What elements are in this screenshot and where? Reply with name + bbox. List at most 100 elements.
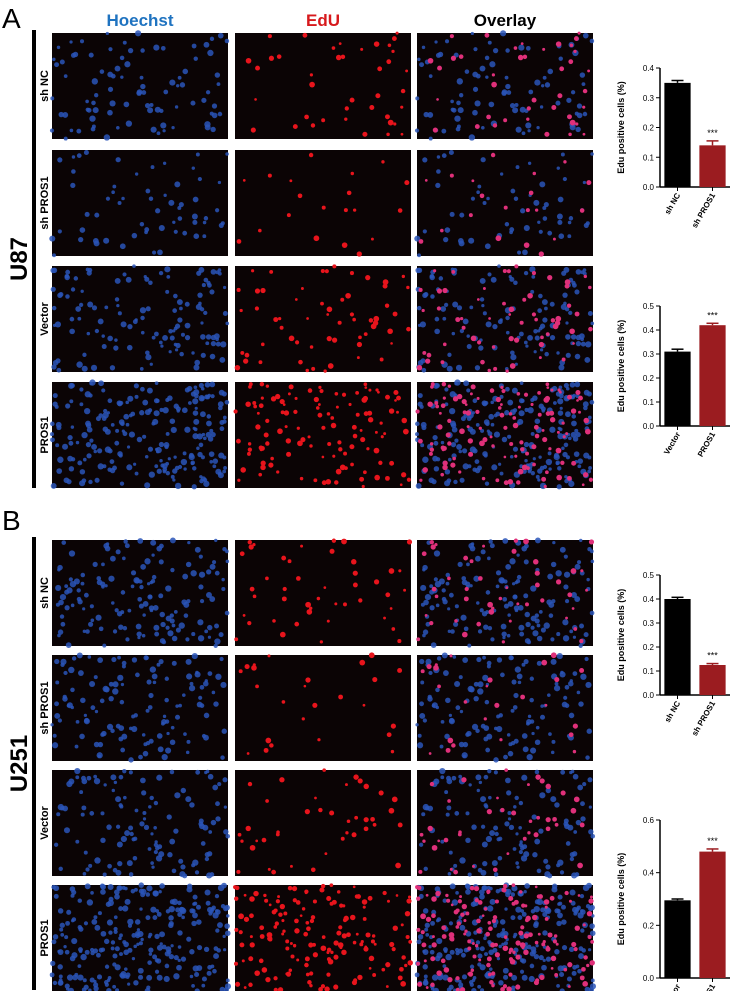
cell [559,971,565,978]
y-tick-label: 0.5 [643,302,655,311]
cell [561,357,566,362]
cell [107,863,112,869]
cell [158,441,165,448]
cell [508,742,513,747]
cell [532,171,537,176]
cell [168,920,174,927]
cell [441,588,446,593]
cell [59,59,65,65]
cell [501,640,505,644]
cell [165,471,170,476]
cell [416,927,421,932]
cell [90,891,94,895]
cell [465,884,471,890]
cell [534,618,540,624]
cell [105,31,109,36]
cell [500,30,507,37]
cell [534,418,541,424]
cell [392,925,398,931]
cell [449,949,455,955]
x-tick-label: Vector [662,983,682,991]
cell [541,428,545,432]
cell [134,887,138,892]
cell [278,317,282,321]
cell [82,607,86,611]
cell [562,635,570,642]
cell [468,686,475,693]
cell [197,451,203,458]
row-label: PROS1 [39,919,51,956]
cell [541,659,548,666]
cell [107,883,114,890]
cell [563,571,571,578]
cell [578,701,584,707]
cell [364,386,368,389]
cell [151,574,157,580]
cell [337,320,342,325]
cell [108,896,114,902]
cell [268,55,275,61]
cell [57,949,64,955]
cell [573,947,578,952]
cell [468,783,472,787]
cell [449,391,456,398]
cell [341,949,347,956]
cell [223,805,227,809]
cell [77,964,82,969]
cell [119,55,125,61]
cell [585,755,590,760]
cell [390,342,393,345]
cell [523,441,530,448]
cell [463,555,469,561]
cell [272,619,276,623]
cell [96,974,103,980]
cell [59,593,67,601]
cell [197,176,202,182]
cell [541,476,547,482]
cell [558,56,563,61]
cell [582,88,588,94]
cell [505,369,509,373]
cell [521,974,528,981]
cell [195,152,200,157]
cell [569,889,576,896]
cell [115,428,120,433]
cell [563,160,567,164]
cell [203,680,209,687]
cell [169,739,176,746]
cells [415,264,595,373]
cell [77,599,83,605]
cell [576,112,583,119]
cell [68,382,75,389]
cell [186,936,192,942]
cell [463,919,467,923]
cell [86,426,93,433]
cell [579,822,585,828]
cell [171,635,178,642]
cell [192,859,199,866]
cell [556,632,561,637]
cell [436,457,441,462]
cell [544,82,551,88]
cell [559,406,563,410]
cells [49,30,230,141]
cell [489,980,494,985]
cell [54,701,59,707]
cell [309,971,314,976]
cell [496,657,503,663]
cell [150,832,154,836]
cell [326,313,330,316]
cell [573,830,578,834]
cell [173,293,178,299]
micrograph [235,266,411,372]
cell [448,592,454,598]
cell [155,398,160,403]
cell [582,782,587,787]
cell [433,466,440,472]
cell [110,728,115,734]
cell [255,684,259,689]
cell [563,554,568,559]
cell [273,987,278,991]
cell [113,926,118,932]
cell [373,447,380,454]
